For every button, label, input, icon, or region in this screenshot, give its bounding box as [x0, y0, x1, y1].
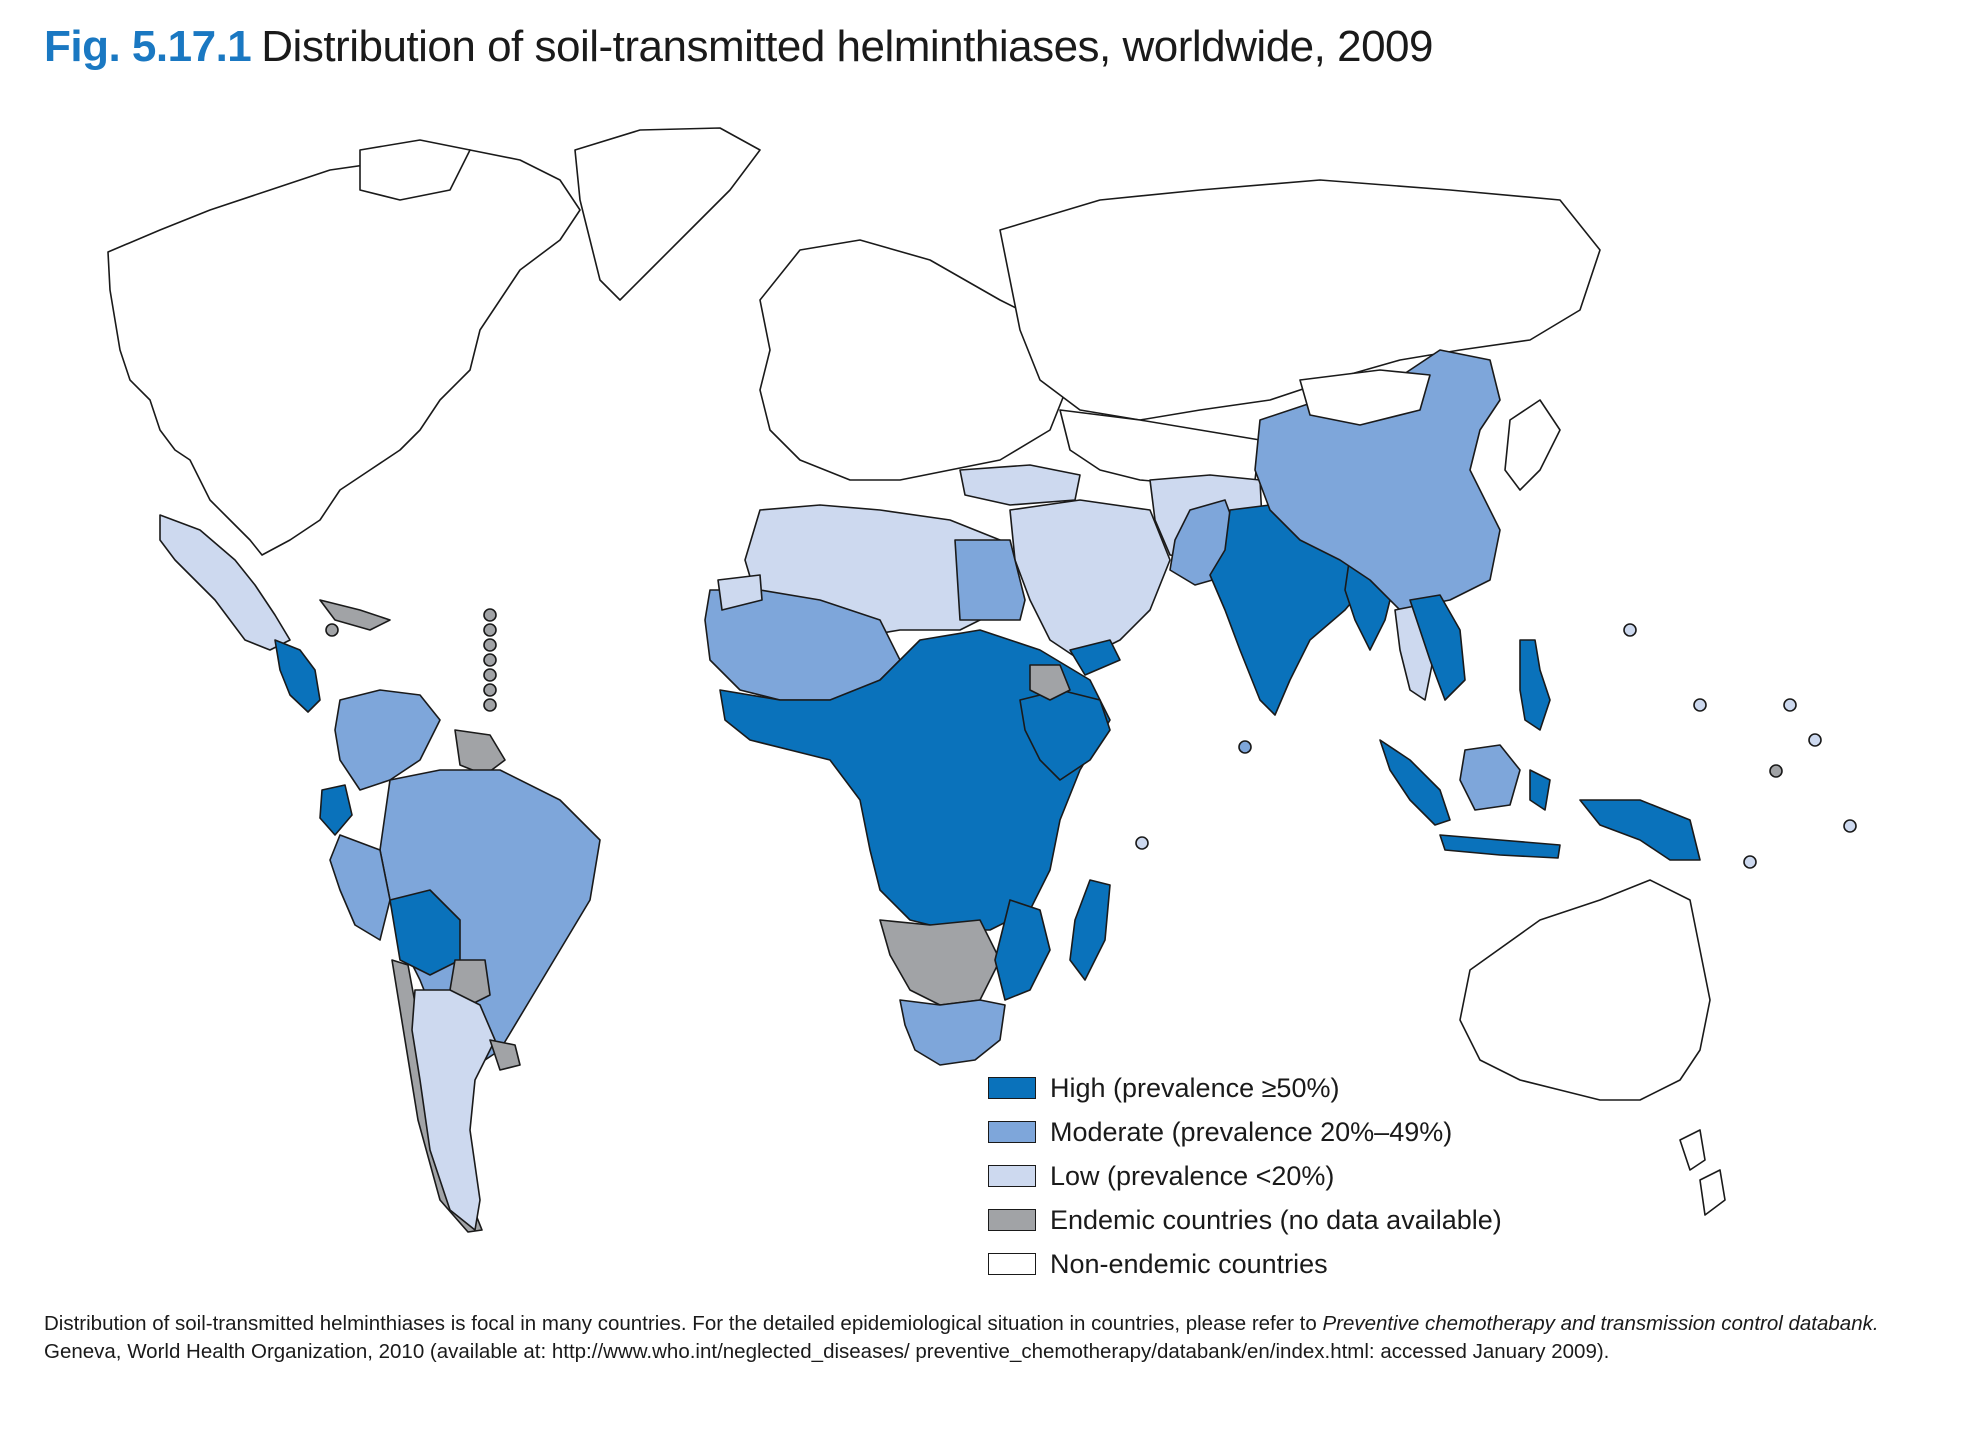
region-indonesia-east [1529, 769, 1701, 861]
region-madagascar [1069, 879, 1111, 981]
legend-label-low: Low (prevalence <20%) [1050, 1160, 1335, 1191]
region-mongolia [1299, 369, 1431, 426]
region-turkey [959, 464, 1081, 506]
region-yemen [1069, 639, 1121, 676]
legend-label-high: High (prevalence ≥50%) [1050, 1072, 1340, 1103]
island-marker [483, 653, 497, 667]
region-horn-of-africa [1029, 664, 1071, 701]
region-guianas [454, 729, 506, 776]
island-marker [483, 638, 497, 652]
region-middle-east [1009, 499, 1171, 661]
region-namibia-botswana [879, 919, 1001, 1006]
footnote-databank-title: Preventive chemotherapy and transmission… [1322, 1312, 1879, 1335]
island-marker [1623, 623, 1637, 637]
legend-swatch-low [988, 1165, 1036, 1187]
island-marker [325, 623, 339, 637]
island-marker [1743, 855, 1757, 869]
legend-item-moderate: Moderate (prevalence 20%–49%) [988, 1110, 1502, 1154]
region-north-america [107, 149, 581, 556]
figure-title-text: Distribution of soil-transmitted helmint… [261, 22, 1433, 71]
footnote: Distribution of soil-transmitted helmint… [44, 1310, 1924, 1366]
footnote-line-2: Geneva, World Health Organization, 2010 … [44, 1340, 1610, 1363]
figure-title: Fig. 5.17.1 Distribution of soil-transmit… [44, 22, 1433, 72]
region-caribbean [319, 599, 391, 631]
region-peru [329, 834, 391, 941]
region-vietnam-laos [1409, 594, 1466, 701]
footnote-text: Distribution of soil-transmitted helmint… [44, 1312, 1323, 1335]
region-south-africa [899, 999, 1006, 1066]
legend-swatch-non-endemic [988, 1253, 1036, 1275]
region-arctic-islands [359, 139, 471, 201]
island-marker [483, 668, 497, 682]
legend-label-endemic: Endemic countries (no data available) [1050, 1204, 1502, 1235]
region-central-america [274, 639, 321, 713]
region-philippines [1519, 639, 1551, 731]
region-mozambique [994, 899, 1051, 1001]
region-central-asia [1059, 409, 1261, 486]
island-marker [1783, 698, 1797, 712]
region-greenland [574, 127, 761, 301]
island-marker [1769, 764, 1783, 778]
island-marker [483, 608, 497, 622]
island-marker [1693, 698, 1707, 712]
region-uruguay [489, 1039, 521, 1071]
figure-number: Fig. 5.17.1 [44, 22, 252, 71]
legend-item-low: Low (prevalence <20%) [988, 1154, 1502, 1198]
island-marker [1843, 819, 1857, 833]
legend-label-non-endemic: Non-endemic countries [1050, 1248, 1328, 1279]
legend-item-non-endemic: Non-endemic countries [988, 1242, 1502, 1286]
region-colombia-venezuela [334, 689, 441, 791]
region-ecuador [319, 784, 353, 836]
legend-label-moderate: Moderate (prevalence 20%–49%) [1050, 1116, 1453, 1147]
region-java [1439, 834, 1561, 859]
legend-item-endemic: Endemic countries (no data available) [988, 1198, 1502, 1242]
map-legend: High (prevalence ≥50%) Moderate (prevale… [988, 1066, 1502, 1286]
region-indonesia-west [1379, 739, 1451, 826]
region-east-africa [1019, 689, 1111, 781]
region-russia [999, 179, 1601, 421]
region-new-zealand [1679, 1129, 1726, 1216]
region-paraguay [449, 959, 491, 1006]
island-marker [483, 683, 497, 697]
island-marker [1238, 740, 1252, 754]
region-europe [759, 239, 1071, 481]
region-central-africa [719, 629, 1111, 931]
legend-swatch-endemic [988, 1209, 1036, 1231]
region-egypt [954, 539, 1026, 621]
legend-swatch-moderate [988, 1121, 1036, 1143]
region-australia [1459, 879, 1711, 1101]
island-marker [1808, 733, 1822, 747]
island-marker [483, 623, 497, 637]
legend-item-high: High (prevalence ≥50%) [988, 1066, 1502, 1110]
region-western-sahara [717, 574, 763, 611]
region-japan [1504, 399, 1561, 491]
footnote-line-1: Distribution of soil-transmitted helmint… [44, 1310, 1924, 1338]
island-marker [483, 698, 497, 712]
region-mexico [159, 514, 291, 651]
region-argentina [411, 989, 496, 1231]
region-borneo [1459, 744, 1521, 811]
legend-swatch-high [988, 1077, 1036, 1099]
island-marker [1135, 836, 1149, 850]
